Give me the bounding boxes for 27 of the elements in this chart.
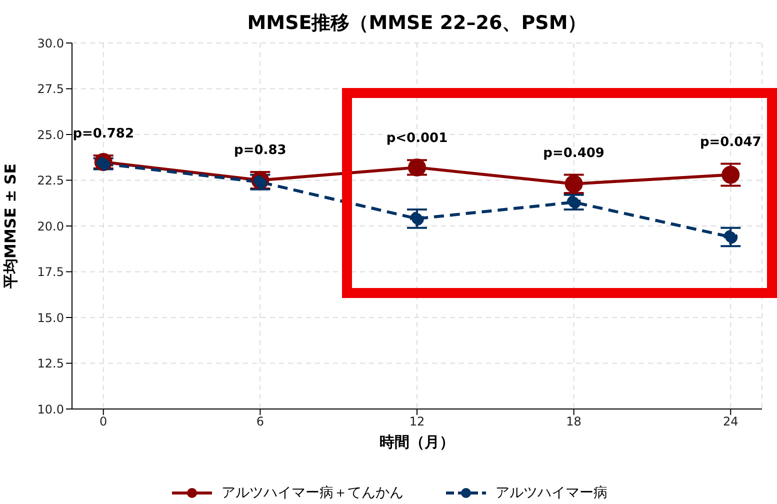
y-axis-title: 平均MMSE ± SE bbox=[1, 164, 20, 290]
y-tick-label: 30.0 bbox=[37, 36, 64, 50]
point bbox=[724, 230, 738, 244]
legend-label: アルツハイマー病 bbox=[496, 484, 608, 502]
x-tick-label: 6 bbox=[256, 414, 264, 429]
chart-title: MMSE推移（MMSE 22–26、PSM） bbox=[246, 11, 588, 36]
y-tick-label: 27.5 bbox=[37, 82, 64, 96]
annotation: p=0.047 bbox=[700, 134, 762, 150]
y-tick-label: 20.0 bbox=[37, 219, 64, 234]
y-tick-label: 12.5 bbox=[37, 356, 64, 371]
x-tick-label: 12 bbox=[409, 414, 425, 429]
annotation: p=0.782 bbox=[72, 126, 134, 142]
y-tick-label: 22.5 bbox=[37, 174, 64, 188]
x-axis-title: 時間（月） bbox=[380, 433, 454, 451]
annotation: p=0.409 bbox=[543, 146, 604, 161]
x-tick-label: 0 bbox=[100, 414, 108, 429]
legend-label: アルツハイマー病＋てんかん bbox=[222, 484, 404, 502]
annotation: p=0.83 bbox=[234, 143, 286, 158]
y-tick-label: 17.5 bbox=[37, 265, 64, 280]
point bbox=[566, 195, 581, 210]
point bbox=[410, 212, 424, 226]
x-tick-label: 24 bbox=[722, 414, 738, 429]
y-tick-label: 15.0 bbox=[37, 310, 64, 325]
x-tick-label: 18 bbox=[566, 414, 582, 429]
y-tick-label: 25.0 bbox=[37, 128, 64, 142]
y-tick-label: 10.0 bbox=[37, 402, 64, 416]
annotation: p<0.001 bbox=[386, 131, 448, 146]
